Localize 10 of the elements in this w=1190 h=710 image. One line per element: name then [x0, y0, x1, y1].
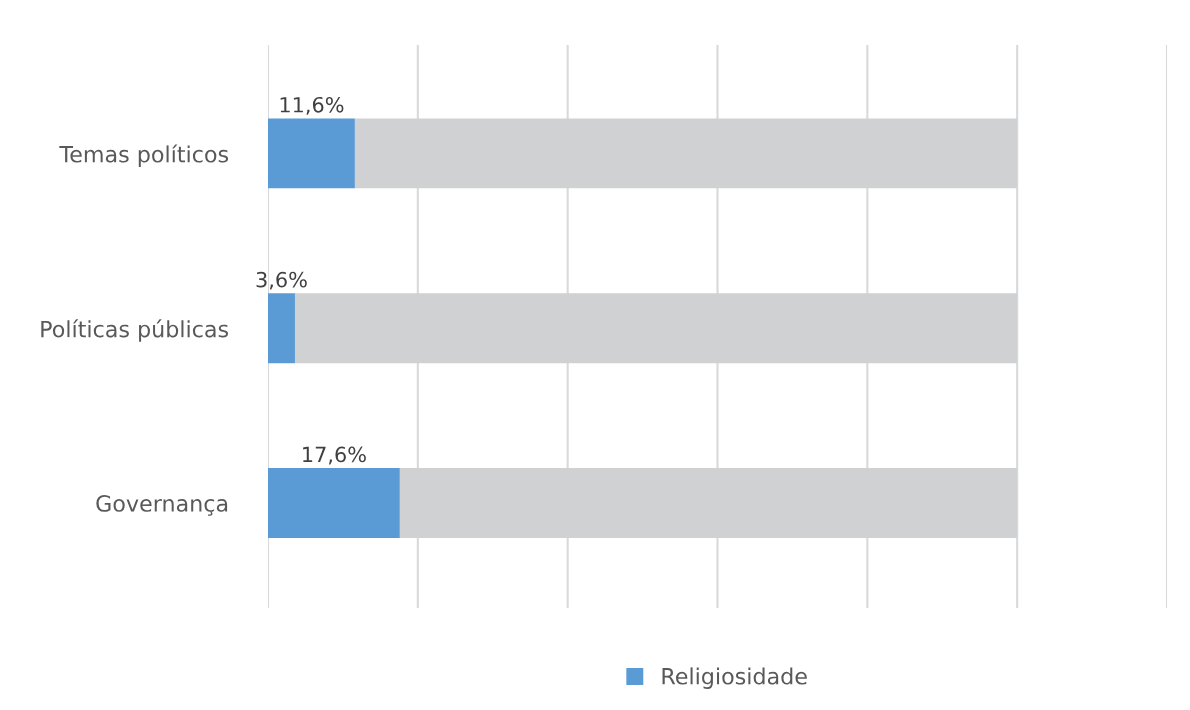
y-tick-label: Governança: [96, 495, 228, 516]
data-label: 17,6%: [303, 446, 366, 465]
bar: [268, 118, 355, 189]
legend-label: Religiosidade: [662, 667, 807, 689]
data-label: 3,6%: [256, 271, 307, 290]
bar: [268, 468, 400, 539]
y-tick-label: Políticas públicas: [41, 319, 229, 342]
y-tick-label: Temas políticos: [59, 144, 229, 167]
bar: [268, 293, 295, 364]
data-label: 11,6%: [280, 96, 344, 115]
